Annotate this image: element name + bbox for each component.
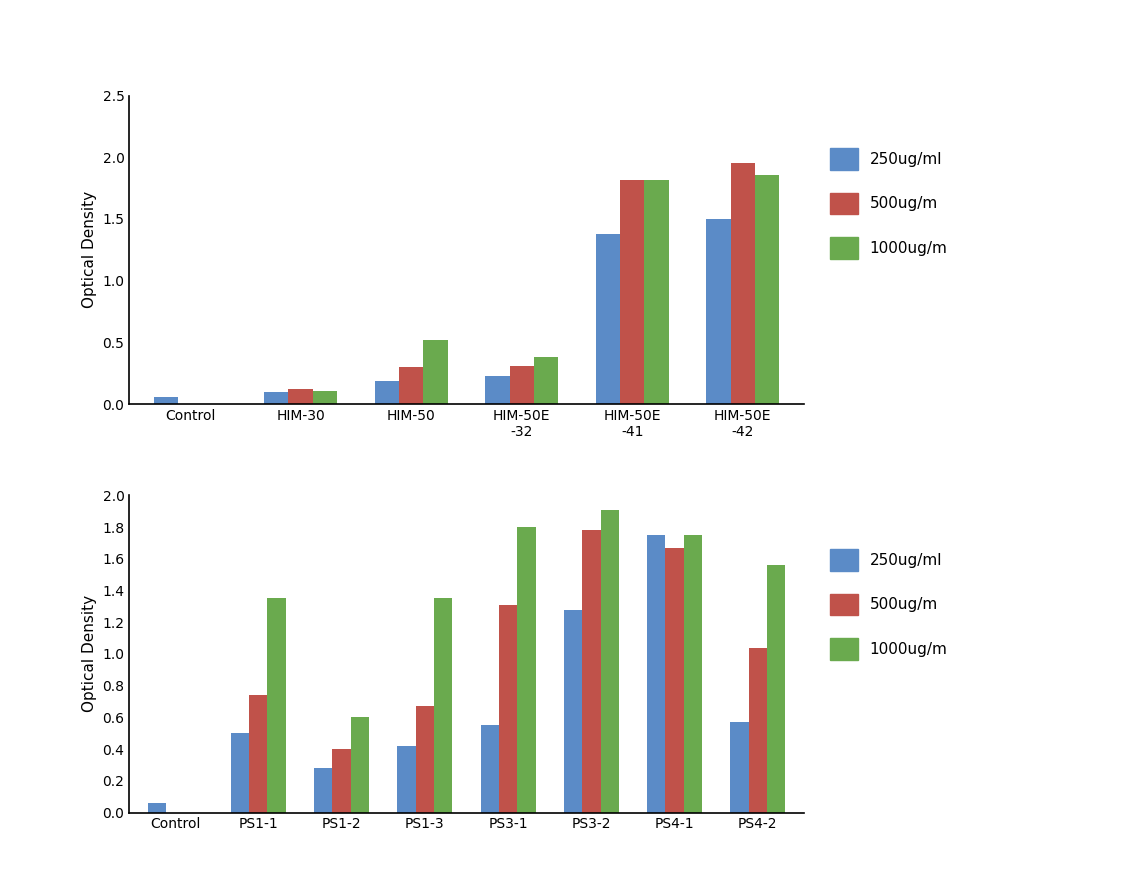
Bar [517, 527, 535, 813]
Bar [147, 803, 166, 813]
Bar [600, 509, 619, 813]
Bar [665, 547, 683, 813]
Bar [399, 367, 424, 404]
Bar [486, 375, 509, 404]
Bar [416, 706, 434, 813]
Bar [683, 535, 702, 813]
Bar [731, 722, 749, 813]
Bar [706, 219, 731, 404]
Bar [596, 234, 620, 404]
Bar [481, 726, 499, 813]
Bar [312, 390, 337, 404]
Bar [582, 530, 600, 813]
Bar [620, 180, 644, 404]
Bar [749, 647, 767, 813]
Bar [767, 565, 786, 813]
Bar [154, 396, 178, 404]
Bar [398, 746, 416, 813]
Bar [534, 357, 559, 404]
Bar [289, 389, 312, 404]
Legend: 250ug/ml, 500ug/m, 1000ug/m: 250ug/ml, 500ug/m, 1000ug/m [824, 142, 953, 265]
Legend: 250ug/ml, 500ug/m, 1000ug/m: 250ug/ml, 500ug/m, 1000ug/m [824, 543, 953, 666]
Bar [647, 535, 665, 813]
Y-axis label: Optical Density: Optical Density [82, 595, 97, 713]
Bar [731, 163, 755, 404]
Bar [333, 749, 351, 813]
Bar [314, 768, 333, 813]
Bar [250, 695, 268, 813]
Bar [424, 340, 447, 404]
Bar [509, 366, 534, 404]
Bar [755, 175, 779, 404]
Y-axis label: Optical Density: Optical Density [82, 191, 97, 308]
Bar [564, 609, 582, 813]
Bar [268, 599, 285, 813]
Bar [374, 381, 399, 404]
Bar [230, 733, 250, 813]
Bar [351, 718, 369, 813]
Bar [499, 605, 517, 813]
Bar [434, 599, 452, 813]
Bar [264, 392, 289, 404]
Bar [644, 180, 669, 404]
